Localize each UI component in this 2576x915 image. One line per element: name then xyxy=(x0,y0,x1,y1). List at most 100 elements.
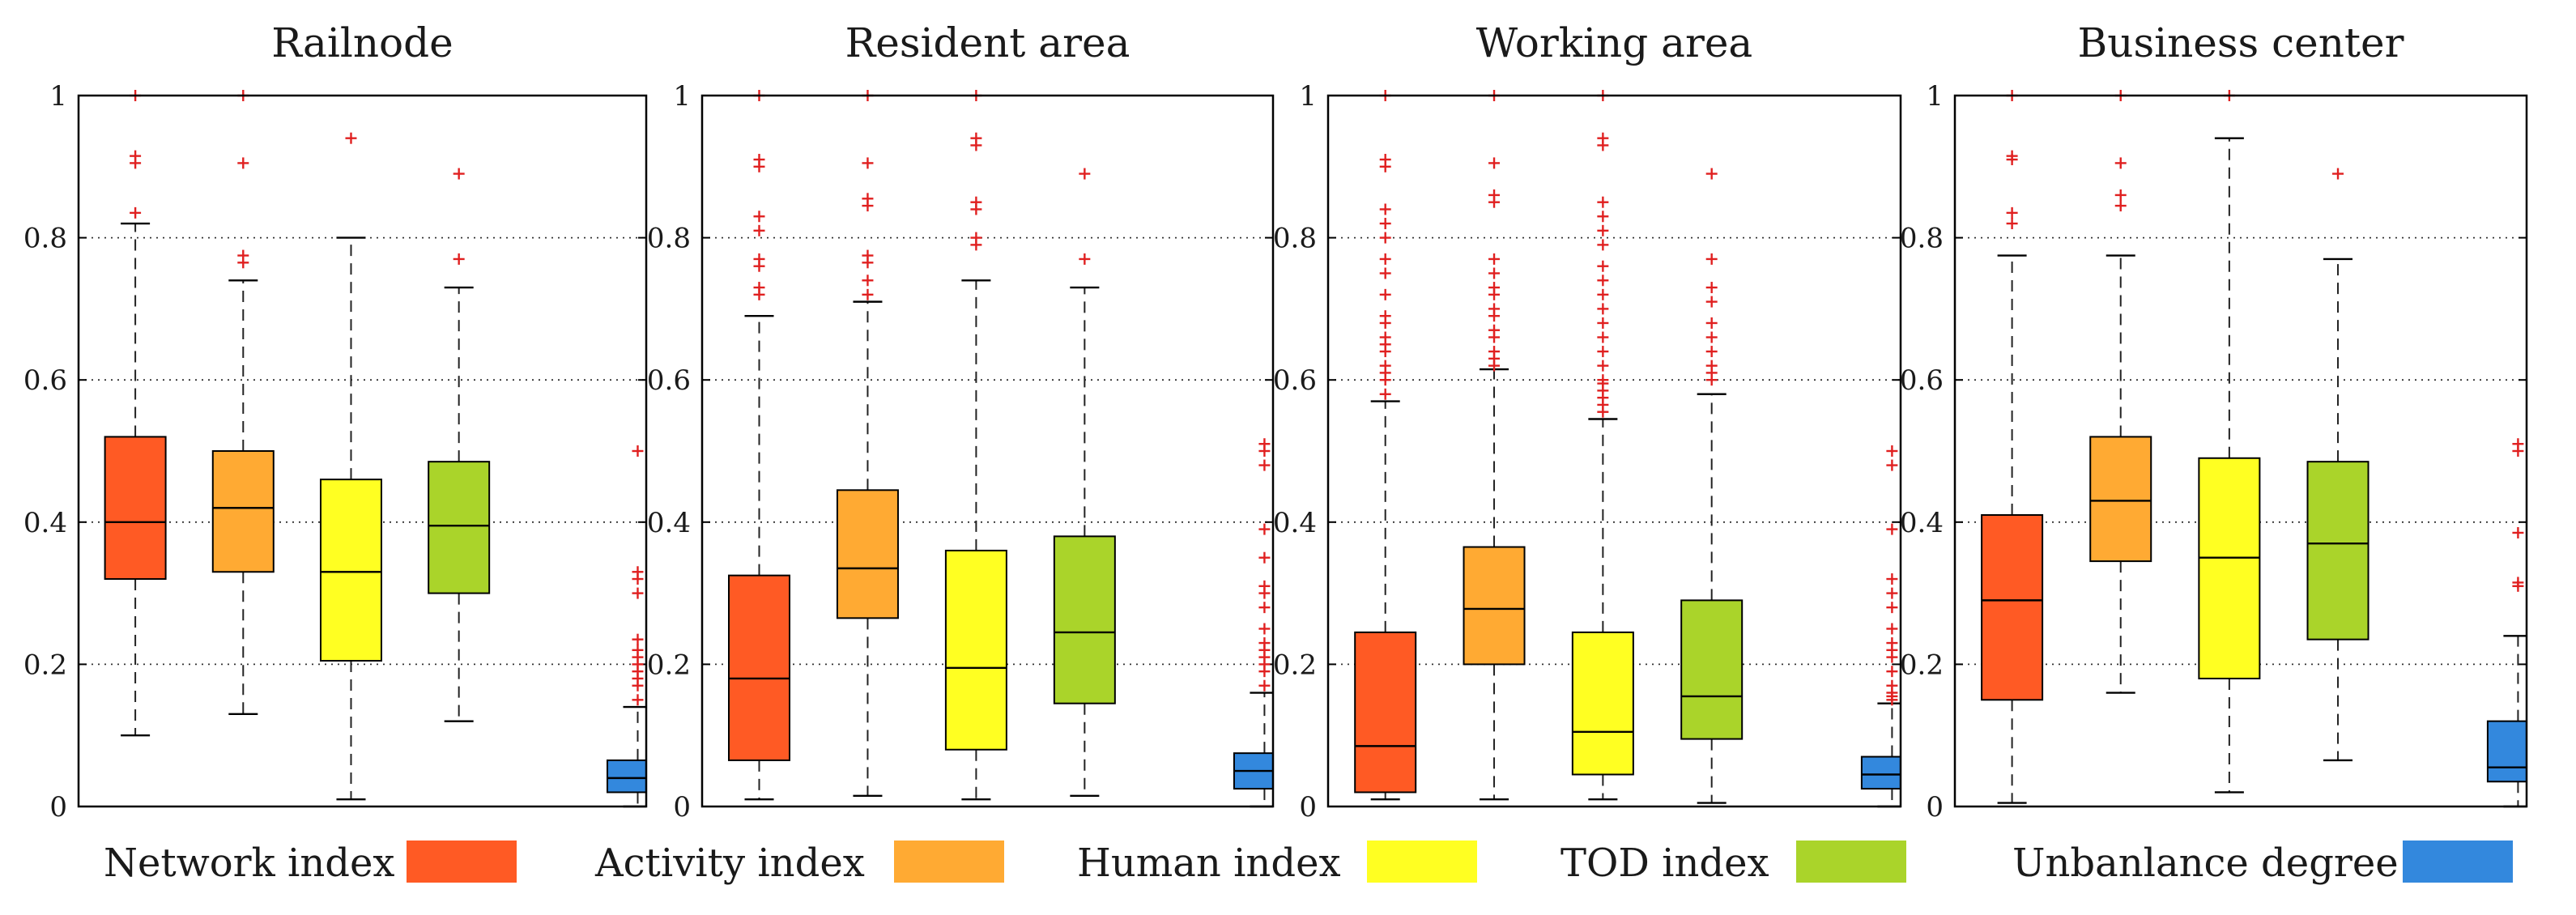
outlier-point xyxy=(632,633,644,645)
outlier-point xyxy=(862,157,874,169)
outlier-point xyxy=(1597,346,1609,358)
outlier-point xyxy=(862,249,874,262)
outlier-point xyxy=(1379,253,1391,265)
y-tick-label: 0.8 xyxy=(647,223,691,255)
outlier-point xyxy=(1488,253,1501,265)
outlier-point xyxy=(1597,288,1609,300)
iqr-box xyxy=(2306,461,2369,640)
outlier-point xyxy=(1258,523,1271,535)
outlier-point xyxy=(1705,360,1718,372)
outlier-point xyxy=(1705,317,1718,329)
outlier-point xyxy=(2114,189,2127,201)
outlier-point xyxy=(1488,346,1501,358)
y-tick-label: 1 xyxy=(673,80,691,113)
iqr-box xyxy=(1354,631,1417,794)
box-activity xyxy=(2089,90,2152,694)
outlier-point xyxy=(1597,331,1609,343)
box-activity xyxy=(836,90,899,798)
outlier-point xyxy=(1597,303,1609,315)
box-unbalance xyxy=(1860,445,1901,808)
outlier-point xyxy=(1886,602,1898,614)
outlier-point xyxy=(1488,303,1501,315)
y-tick-label: 0.4 xyxy=(647,507,691,539)
plot-frame xyxy=(77,94,648,808)
box-human xyxy=(2198,90,2261,794)
outlier-point xyxy=(2114,157,2127,169)
outlier-point xyxy=(237,249,249,262)
box-network xyxy=(1981,90,2044,804)
outlier-point xyxy=(1379,310,1391,322)
y-tick-label: 0 xyxy=(1926,791,1944,824)
legend-item: Unbanlance degree xyxy=(2012,841,2513,886)
panel-working-area: Working area 0 0.2 0.4 0.6 0.8 1 xyxy=(1273,19,1902,824)
outlier-point xyxy=(753,253,765,265)
outlier-point xyxy=(1597,374,1609,386)
outlier-point xyxy=(345,132,357,144)
y-tick-label: 0.2 xyxy=(1273,649,1317,681)
panel-title: Business center xyxy=(2078,19,2404,66)
outlier-point xyxy=(1886,679,1898,692)
outlier-point xyxy=(1488,282,1501,294)
legend-swatch xyxy=(894,841,1004,883)
outlier-point xyxy=(1705,296,1718,308)
outlier-point xyxy=(1705,346,1718,358)
outlier-point xyxy=(1379,331,1391,343)
y-tick-label: 0.6 xyxy=(1900,364,1944,397)
iqr-box xyxy=(1571,631,1634,776)
plot-frame xyxy=(1326,94,1902,808)
outlier-point xyxy=(2332,168,2344,180)
outlier-point xyxy=(2006,150,2018,162)
y-tick-label: 0.6 xyxy=(1273,364,1317,397)
box-marks xyxy=(728,90,1273,808)
outlier-point xyxy=(1597,132,1609,144)
outlier-point xyxy=(1597,239,1609,251)
outlier-point xyxy=(1488,267,1501,279)
outlier-point xyxy=(1597,260,1609,272)
box-unbalance xyxy=(1233,438,1273,808)
outlier-point xyxy=(1886,637,1898,649)
outlier-point xyxy=(1379,218,1391,230)
outlier-point xyxy=(632,694,644,706)
iqr-box xyxy=(728,574,790,761)
outlier-point xyxy=(862,274,874,287)
legend-item: Network index xyxy=(104,841,517,886)
legend-label: Activity index xyxy=(594,841,865,886)
outlier-point xyxy=(1258,580,1271,592)
outlier-point xyxy=(1705,253,1718,265)
outlier-point xyxy=(1258,551,1271,564)
outlier-point xyxy=(862,193,874,205)
outlier-point xyxy=(1597,196,1609,208)
y-tick-label: 1 xyxy=(49,80,67,113)
legend-swatch xyxy=(407,841,517,883)
box-network xyxy=(104,90,167,737)
y-tick-label: 0.8 xyxy=(1273,223,1317,255)
outlier-point xyxy=(1379,203,1391,215)
outlier-point xyxy=(1079,168,1091,180)
outlier-point xyxy=(2512,438,2524,450)
y-tick-label: 0 xyxy=(673,791,691,824)
outlier-point xyxy=(237,157,249,169)
iqr-box xyxy=(944,549,1007,751)
outlier-point xyxy=(1379,232,1391,244)
y-tick-label: 1 xyxy=(1299,80,1317,113)
outlier-point xyxy=(1886,445,1898,457)
legend-label: Network index xyxy=(104,841,394,886)
outlier-point xyxy=(1079,253,1091,265)
iqr-box xyxy=(104,436,167,581)
iqr-box xyxy=(1053,535,1116,704)
outlier-point xyxy=(753,154,765,166)
outlier-point xyxy=(1597,224,1609,236)
panel-business-center: Business center 0 0.2 0.4 0.6 0.8 1 xyxy=(1900,19,2528,824)
box-tod xyxy=(2306,168,2369,762)
outlier-point xyxy=(1258,679,1271,692)
legend-item: Activity index xyxy=(594,841,1004,886)
box-human xyxy=(319,132,382,801)
outlier-point xyxy=(1258,637,1271,649)
outlier-point xyxy=(753,211,765,223)
box-network xyxy=(728,90,790,801)
box-unbalance xyxy=(606,445,646,808)
outlier-point xyxy=(1379,267,1391,279)
y-tick-label: 0.6 xyxy=(647,364,691,397)
outlier-point xyxy=(1488,324,1501,336)
y-tick-label: 0 xyxy=(49,791,67,824)
